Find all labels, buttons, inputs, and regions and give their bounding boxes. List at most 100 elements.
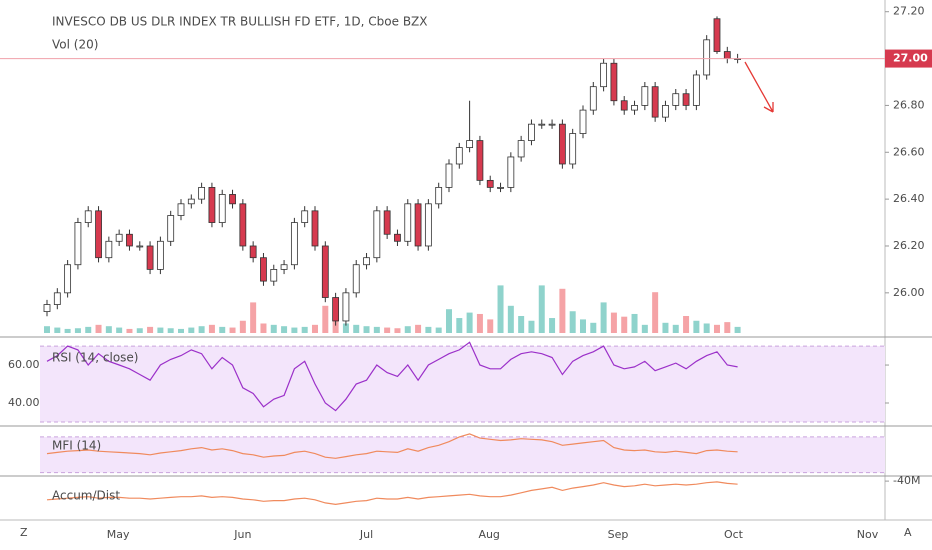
y-tick-label: -40M (893, 474, 920, 487)
candle-body (569, 133, 577, 165)
volume-bar (507, 305, 514, 333)
candle-body (198, 187, 206, 200)
y-tick-label: 26.00 (893, 286, 925, 299)
candle-body (249, 245, 257, 259)
candle-body (631, 105, 638, 111)
candle-body (476, 140, 484, 181)
x-tick-label: Oct (724, 528, 744, 541)
volume-bar (415, 324, 422, 333)
volume-bar (703, 323, 710, 333)
volume-bar (538, 285, 545, 333)
volume-bar (95, 324, 102, 333)
candle-body (74, 222, 82, 266)
candle-body (187, 198, 195, 205)
candle-body (208, 187, 216, 223)
volume-bar (672, 324, 679, 333)
candle-body (682, 93, 690, 106)
volume-bar (590, 322, 597, 333)
candle-body (641, 86, 649, 106)
trend-arrow (744, 61, 774, 113)
candle-body (651, 86, 659, 118)
volume-bar (291, 327, 298, 333)
candle-body (229, 194, 236, 205)
volume-bar (579, 319, 586, 333)
volume-bar (85, 326, 92, 333)
y-tick-label: 40.00 (8, 396, 40, 409)
candle-body (332, 297, 340, 322)
candle-body (260, 257, 267, 282)
volume-bar (270, 324, 277, 333)
volume-bar (322, 305, 329, 333)
candle-body (713, 18, 721, 52)
candle-body (383, 210, 391, 235)
volume-bar (219, 326, 226, 333)
volume-bar (167, 328, 174, 333)
candle-body (218, 194, 226, 223)
candle-body (486, 179, 494, 188)
candle-body (394, 233, 401, 242)
toolbar-button[interactable]: A (904, 526, 912, 539)
band (40, 436, 885, 473)
volume-bar (229, 327, 236, 333)
candle-body (156, 240, 164, 270)
volume-bar (528, 320, 535, 333)
candle-body (105, 240, 113, 259)
volume-bar (250, 302, 257, 333)
indicator-title: Accum/Dist (52, 489, 120, 503)
candle-body (373, 210, 381, 259)
candle-body (53, 292, 61, 305)
candle-body (115, 233, 123, 242)
x-tick-label: Jun (233, 528, 251, 541)
candle-body (43, 304, 51, 312)
candle-body (692, 74, 700, 106)
indicator-line (46, 481, 738, 506)
candle-body (95, 210, 102, 259)
candle-body (239, 203, 247, 247)
volume-label: Vol (20) (52, 38, 98, 52)
volume-bar (157, 327, 164, 333)
volume-bar (621, 316, 628, 333)
candle-body (466, 140, 474, 148)
volume-bar (373, 326, 380, 333)
candle-body (528, 123, 535, 141)
volume-bar (260, 323, 267, 333)
last-price-label: 27.00 (893, 52, 928, 65)
candle-body (610, 62, 618, 102)
candle-body (352, 264, 360, 294)
x-tick-label: Nov (857, 528, 879, 541)
volume-bar (301, 326, 308, 333)
candle-body (280, 264, 288, 270)
candle-body (723, 51, 731, 59)
volume-bar (363, 326, 370, 333)
volume-bar (435, 327, 442, 333)
candle-body (662, 105, 669, 118)
candle-body (455, 147, 463, 165)
candle-body (84, 210, 92, 223)
volume-bar (600, 302, 607, 333)
candle-body (620, 100, 628, 111)
candle-body (363, 257, 370, 266)
toolbar-button[interactable]: Z (20, 526, 28, 539)
last-price-box (885, 49, 932, 68)
x-tick-label: May (107, 528, 130, 541)
volume-bar (683, 316, 690, 333)
volume-bar (662, 322, 669, 333)
volume-bar (569, 311, 576, 333)
candle-body (424, 203, 432, 247)
candle-body (177, 203, 185, 216)
volume-bar (476, 313, 483, 333)
volume-bar (177, 328, 184, 333)
candle-body (435, 187, 443, 205)
volume-bar (693, 320, 700, 333)
candle-body (270, 269, 278, 282)
candle-body (703, 39, 711, 76)
y-tick-label: 60.00 (8, 358, 40, 371)
volume-bar (724, 322, 731, 333)
candle-body (404, 203, 412, 242)
indicator-title: MFI (14) (52, 439, 101, 453)
volume-bar (713, 324, 720, 333)
volume-bar (466, 312, 473, 333)
volume-bar (652, 292, 659, 333)
y-tick-label: 27.20 (893, 5, 925, 18)
x-tick-label: Jul (359, 528, 373, 541)
